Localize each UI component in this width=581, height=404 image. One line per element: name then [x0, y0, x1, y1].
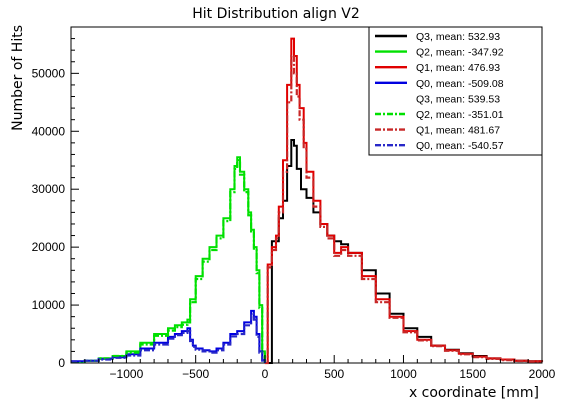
y-tick-label-0: 0	[58, 356, 65, 370]
y-tick-label-4: 40000	[32, 124, 66, 138]
x-tick-label-5: 1500	[459, 367, 486, 381]
x-axis: −1000 −500 0 500 1000 1500 2000	[70, 355, 556, 381]
series-line-1	[71, 156, 266, 363]
series-line-7	[71, 312, 266, 363]
x-tick-label-4: 1000	[390, 367, 417, 381]
x-tick-label-1: −500	[182, 367, 209, 381]
legend-box	[368, 26, 543, 156]
y-axis-label: Number of Hits	[10, 25, 26, 131]
legend-label-3: Q0, mean: -509.08	[416, 78, 504, 90]
chart-title: Hit Distribution align V2	[192, 6, 360, 22]
legend-label-7: Q0, mean: -540.57	[416, 140, 504, 152]
x-tick-label-6: 2000	[529, 367, 556, 381]
y-tick-label-1: 10000	[32, 298, 66, 312]
x-axis-label: x coordinate [mm]	[409, 385, 539, 401]
legend-label-1: Q2, mean: -347.92	[416, 47, 504, 59]
x-tick-label-3: 500	[324, 367, 344, 381]
y-tick-label-3: 30000	[32, 182, 66, 196]
legend-label-4: Q3, mean: 539.53	[416, 93, 500, 105]
legend-label-0: Q3, mean: 532.93	[416, 31, 500, 43]
y-axis: 0 10000 20000 30000 40000 50000	[32, 26, 79, 370]
x-tick-label-0: −1000	[110, 367, 144, 381]
legend: Q3, mean: 532.93 Q2, mean: -347.92 Q1, mea…	[368, 26, 543, 156]
y-tick-label-5: 50000	[32, 66, 66, 80]
legend-label-2: Q1, mean: 476.93	[416, 62, 500, 74]
legend-label-6: Q1, mean: 481.67	[416, 125, 500, 137]
legend-label-5: Q2, mean: -351.01	[416, 109, 504, 121]
x-tick-label-2: 0	[262, 367, 269, 381]
y-tick-label-2: 20000	[32, 240, 66, 254]
